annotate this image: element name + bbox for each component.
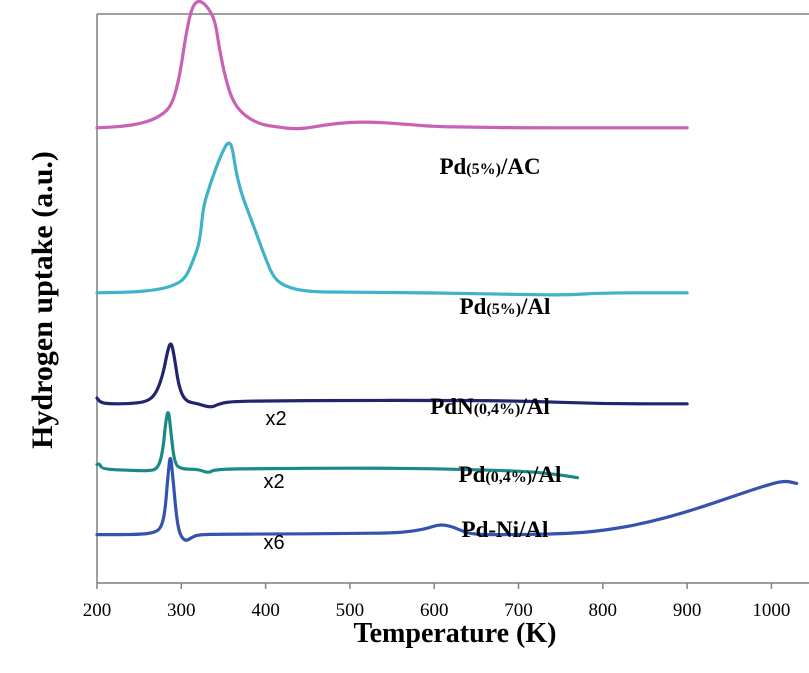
x-tick-label: 500 bbox=[336, 600, 365, 621]
x-axis-ticks: 200 300 400 500 600 700 800 900 1000 bbox=[83, 583, 790, 621]
series-line-pdal bbox=[95, 141, 689, 297]
series-label-tail: /Al bbox=[520, 294, 550, 319]
x-tick-label: 300 bbox=[167, 600, 196, 621]
x-tick-label: 800 bbox=[589, 600, 618, 621]
series-line-pdn bbox=[95, 342, 689, 409]
series-label-pdni: Pd-Ni/Al bbox=[462, 517, 549, 542]
series-line-pdni bbox=[95, 456, 799, 542]
series-label-pd04: Pd(0,4%)/Al bbox=[459, 462, 562, 487]
multiplier-label-pd04: x2 bbox=[263, 471, 284, 493]
series-label-main: Pd-Ni/Al bbox=[462, 517, 549, 542]
series-label-main: PdN bbox=[430, 394, 474, 419]
multiplier-label-pdn: x2 bbox=[265, 408, 286, 430]
series-label-sub: (5%) bbox=[466, 161, 501, 178]
x-tick-label: 200 bbox=[83, 600, 112, 621]
series-label-pdal: Pd(5%)/Al bbox=[460, 294, 551, 319]
series-line-pd04 bbox=[95, 411, 580, 480]
series-label-main: Pd bbox=[460, 294, 487, 319]
series-label-tail: /AC bbox=[500, 154, 541, 179]
x-axis-title: Temperature (K) bbox=[354, 618, 557, 649]
x-tick-label: 600 bbox=[420, 600, 449, 621]
plot-frame bbox=[96, 13, 809, 584]
series-label-tail: /Al bbox=[531, 462, 561, 487]
series-label-sub: (0,4%) bbox=[485, 469, 532, 486]
series-line-pdac bbox=[95, 0, 689, 131]
series-label-pdac: Pd(5%)/AC bbox=[439, 154, 540, 179]
y-axis-title: Hydrogen uptake (a.u.) bbox=[26, 151, 59, 449]
x-tick-label: 900 bbox=[673, 600, 702, 621]
series-label-tail: /Al bbox=[519, 394, 549, 419]
series-labels: Pd(5%)/ACPd(5%)/AlPdN(0,4%)/Alx2Pd(0,4%)… bbox=[263, 154, 561, 554]
series-layer bbox=[95, 0, 799, 542]
series-label-main: Pd bbox=[439, 154, 466, 179]
x-tick-label: 1000 bbox=[752, 600, 790, 621]
series-label-sub: (0,4%) bbox=[474, 401, 521, 418]
series-label-pdn: PdN(0,4%)/Al bbox=[430, 394, 550, 419]
series-label-sub: (5%) bbox=[486, 301, 521, 318]
series-label-main: Pd bbox=[459, 462, 486, 487]
x-tick-label: 700 bbox=[504, 600, 533, 621]
multiplier-label-pdni: x6 bbox=[263, 532, 284, 554]
x-tick-label: 400 bbox=[251, 600, 280, 621]
